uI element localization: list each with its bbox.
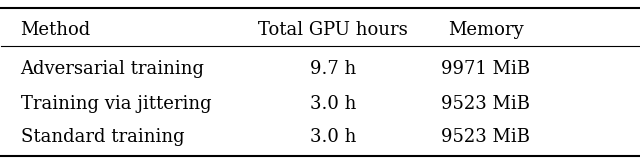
Text: Training via jittering: Training via jittering	[20, 95, 211, 113]
Text: 9.7 h: 9.7 h	[310, 60, 356, 78]
Text: 3.0 h: 3.0 h	[310, 128, 356, 147]
Text: 9523 MiB: 9523 MiB	[441, 128, 530, 147]
Text: Memory: Memory	[448, 21, 524, 39]
Text: Method: Method	[20, 21, 91, 39]
Text: Standard training: Standard training	[20, 128, 184, 147]
Text: 3.0 h: 3.0 h	[310, 95, 356, 113]
Text: Adversarial training: Adversarial training	[20, 60, 205, 78]
Text: Total GPU hours: Total GPU hours	[258, 21, 408, 39]
Text: 9971 MiB: 9971 MiB	[441, 60, 531, 78]
Text: 9523 MiB: 9523 MiB	[441, 95, 530, 113]
